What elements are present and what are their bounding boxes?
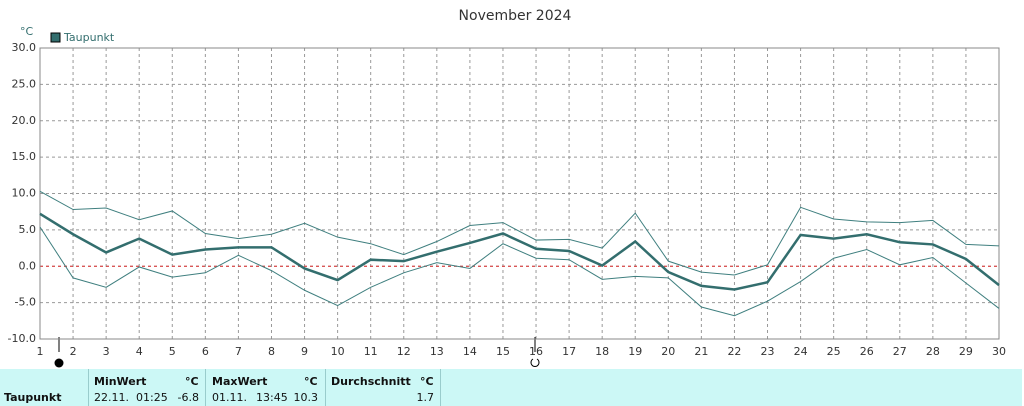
x-tick-label: 8 [268,345,275,358]
value: 1.7 [416,391,435,404]
chart: November 2024 °C -10.0 -5.0 0.0 5.0 10.0 15.0… [8,8,1006,368]
header: MaxWert [212,375,268,388]
y-tick-label: 10.0 [12,187,37,200]
y-tick-label: 25.0 [12,77,37,90]
y-tick-label: -5.0 [15,296,36,309]
date: 01.11. [212,391,247,404]
plot-frame [39,47,1000,340]
x-tick-label: 5 [169,345,176,358]
x-tick-label: 21 [694,345,708,358]
y-tick-label: -10.0 [8,332,36,345]
x-tick-label: 22 [727,345,741,358]
x-tick-label: 4 [136,345,143,358]
value: 10.3 [293,391,319,404]
x-tick-label: 30 [992,345,1006,358]
unit: °C [304,375,318,388]
x-tick-label: 26 [860,345,874,358]
chart-title: November 2024 [459,8,572,24]
x-tick-label: 27 [893,345,907,358]
data-line [39,226,1000,317]
x-tick-label: 6 [202,345,209,358]
x-tick-label: 29 [959,345,973,358]
y-tick-label: 15.0 [12,150,37,163]
separator [205,369,206,406]
header: Durchschnitt [331,375,411,388]
y-tick-label: 0.0 [19,259,37,272]
header: MinWert [94,375,147,388]
separator [325,369,326,406]
stats-table: Taupunkt MinWert °C 22.11. 01:25 -6.8 Ma… [0,369,1022,406]
x-tick-label: 14 [463,345,477,358]
x-tick-label: 3 [103,345,110,358]
time: 13:45 [256,391,288,404]
separator [88,369,89,406]
row-label: Taupunkt [4,391,62,404]
date: 22.11. [94,391,129,404]
value: -6.8 [177,391,199,404]
x-tick-label: 13 [430,345,444,358]
time: 01:25 [136,391,168,404]
y-tick-label: 30.0 [12,41,37,54]
x-tick-label: 15 [496,345,510,358]
unit: °C [185,375,199,388]
data-line [39,212,1000,291]
x-tick-label: 23 [761,345,775,358]
separator [440,369,441,406]
legend-label: Taupunkt [63,31,115,44]
half-moon-icon [530,358,540,367]
x-tick-label: 19 [628,345,642,358]
x-tick-label: 10 [331,345,345,358]
x-tick-label: 20 [661,345,675,358]
x-tick-label: 9 [301,345,308,358]
y-unit: °C [20,25,34,38]
full-moon-icon [54,358,64,368]
x-tick-label: 16 [529,345,543,358]
x-tick-label: 25 [827,345,841,358]
x-tick-label: 7 [235,345,242,358]
y-tick-label: 20.0 [12,114,37,127]
x-tick-label: 17 [562,345,576,358]
x-tick-label: 1 [37,345,44,358]
y-tick-label: 5.0 [19,223,37,236]
unit: °C [420,375,434,388]
data-line [39,190,1000,276]
x-tick-label: 24 [794,345,808,358]
x-tick-label: 11 [364,345,378,358]
x-tick-label: 2 [70,345,77,358]
x-tick-label: 12 [397,345,411,358]
x-tick-label: 28 [926,345,940,358]
x-tick-label: 18 [595,345,609,358]
legend-swatch [50,32,61,43]
